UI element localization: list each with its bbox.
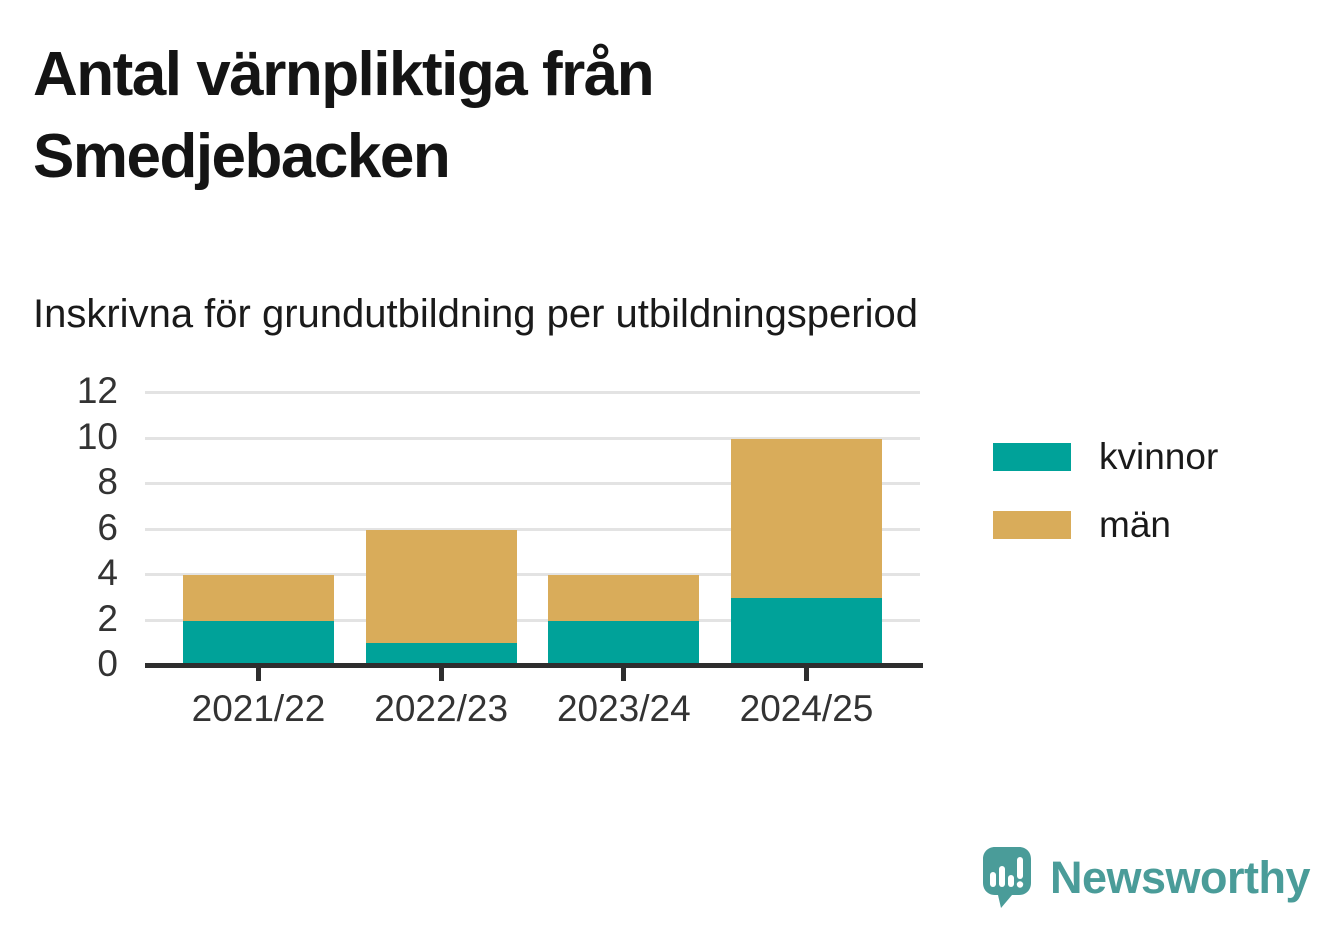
- x-tick-2022/23: [438, 668, 444, 681]
- legend-item-kvinnor: kvinnor: [993, 436, 1218, 478]
- y-axis-label-6: 6: [97, 506, 118, 548]
- gridline-y8: [145, 482, 920, 485]
- y-axis-label-10: 10: [76, 415, 118, 457]
- speech-bubble-bar-chart-icon: [983, 847, 1031, 908]
- plot-area: [145, 391, 920, 666]
- y-axis-label-12: 12: [76, 370, 118, 411]
- bar-segment-kvinnor-2023/24: [548, 620, 700, 666]
- legend: kvinnor män: [993, 436, 1218, 546]
- bar-group-2023/24: [548, 575, 700, 666]
- bar-group-2024/25: [731, 438, 882, 666]
- newsworthy-logo-text: Newsworthy: [1050, 852, 1311, 903]
- gridline-y4: [145, 573, 920, 576]
- x-axis-label-2023/24: 2023/24: [556, 688, 691, 729]
- newsworthy-logo: Newsworthy: [978, 845, 1311, 913]
- chart-subtitle: Inskrivna för grundutbildning per utbild…: [33, 292, 918, 336]
- y-axis-label-8: 8: [97, 461, 118, 502]
- bar-group-2021/22: [183, 575, 334, 666]
- bar-segment-kvinnor-2024/25: [731, 597, 882, 666]
- y-axis-label-2: 2: [97, 597, 118, 639]
- x-tick-2024/25: [804, 668, 809, 681]
- bar-segment-män-2022/23: [365, 529, 517, 644]
- x-tick-2021/22: [256, 668, 261, 681]
- x-axis-line: [145, 663, 923, 668]
- y-axis-label-0: 0: [97, 643, 118, 684]
- x-axis-label-2024/25: 2024/25: [739, 688, 874, 729]
- gridline-y12: [145, 391, 920, 394]
- x-axis-label-2021/22: 2021/22: [191, 688, 326, 729]
- legend-swatch-män: [993, 511, 1071, 539]
- bar-segment-män-2023/24: [548, 575, 700, 621]
- bar-segment-kvinnor-2022/23: [365, 643, 517, 666]
- legend-label-män: män: [1099, 504, 1171, 545]
- gridline-y2: [145, 618, 920, 622]
- legend-label-kvinnor: kvinnor: [1099, 436, 1219, 477]
- legend-item-män: män: [993, 504, 1218, 546]
- bar-group-2022/23: [365, 529, 517, 666]
- x-tick-2023/24: [621, 668, 627, 681]
- gridline-y6: [145, 527, 920, 531]
- page-title: Antal värnpliktiga från Smedjebacken: [33, 40, 655, 191]
- bar-segment-män-2024/25: [731, 438, 882, 598]
- bar-segment-kvinnor-2021/22: [183, 620, 334, 666]
- legend-swatch-kvinnor: [993, 443, 1071, 471]
- bar-segment-män-2021/22: [183, 575, 334, 621]
- gridline-y10: [145, 436, 920, 440]
- x-axis-label-2022/23: 2022/23: [374, 688, 509, 729]
- y-axis-label-4: 4: [97, 552, 118, 593]
